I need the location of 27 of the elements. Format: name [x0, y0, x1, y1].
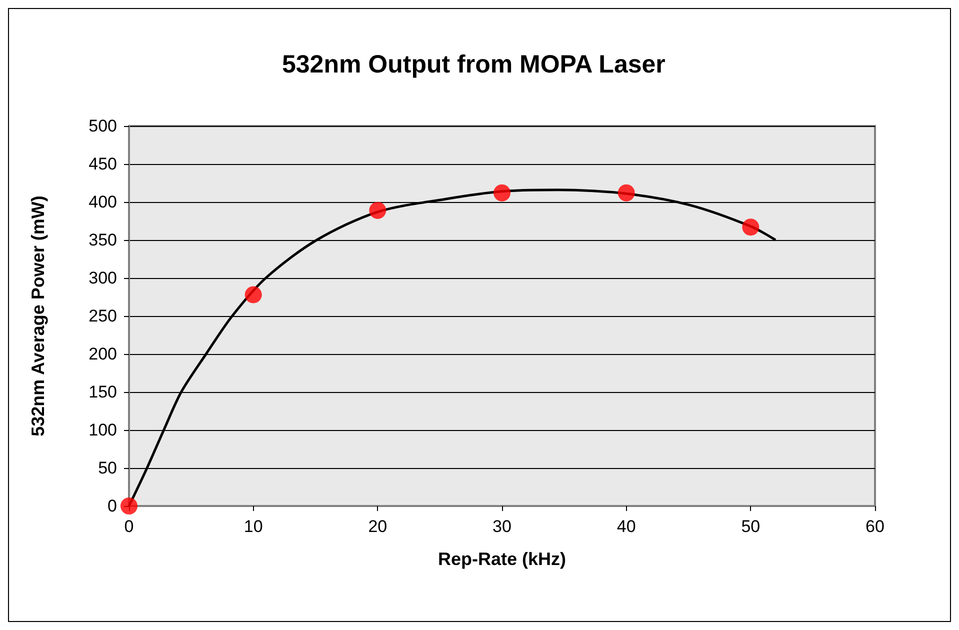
point	[742, 218, 760, 236]
y-tick-label: 50	[98, 458, 117, 478]
x-tick-label: 20	[368, 517, 388, 536]
x-tick-label: 40	[616, 517, 636, 536]
y-axis-title: 532nm Average Power (mW)	[28, 196, 48, 436]
x-tick-label: 30	[492, 517, 512, 536]
y-tick-label: 0	[108, 496, 117, 516]
y-tick-label: 500	[88, 116, 117, 136]
x-tick-label: 50	[741, 517, 760, 536]
x-tick-label: 0	[124, 517, 134, 536]
y-tick-label: 250	[88, 306, 117, 326]
chart-title: 532nm Output from MOPA Laser	[282, 50, 666, 78]
point	[120, 498, 138, 514]
point	[369, 202, 386, 219]
y-tick-label: 100	[88, 420, 117, 440]
y-tick-label: 200	[88, 344, 117, 364]
point	[494, 184, 510, 202]
y-tick-label: 300	[88, 268, 117, 288]
y-tick-label: 350	[88, 230, 117, 250]
y-tick-label: 150	[88, 382, 117, 402]
x-tick-label: 10	[244, 517, 263, 536]
x-axis-title: Rep-Rate (kHz)	[438, 549, 566, 569]
point	[618, 184, 635, 202]
x-tick-label: 60	[866, 517, 884, 536]
point	[244, 286, 262, 304]
y-tick-label: 400	[88, 192, 117, 212]
y-tick-label: 450	[88, 154, 117, 174]
